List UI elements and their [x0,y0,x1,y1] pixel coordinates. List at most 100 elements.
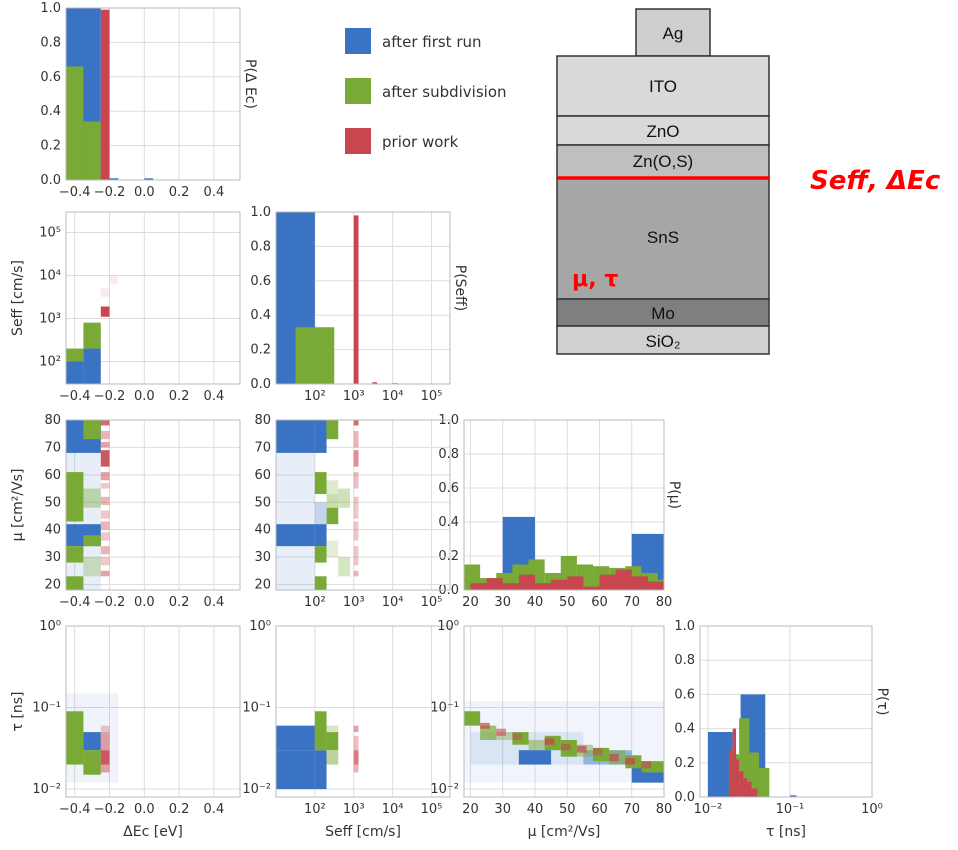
y-tick-label: 60 [44,468,61,483]
density-cell-prior-work [353,546,359,566]
density-cell-after-subdivision [83,488,101,508]
hist-bar-after-subdivision [66,66,84,180]
density-cell-prior-work [100,306,110,317]
density-cell-after-first-run [66,361,84,384]
hist-bar-prior-work [647,581,664,590]
x-tick-label: −0.2 [94,389,126,404]
density-cell-after-first-run [276,420,315,453]
y-tick-label: 30 [44,550,61,565]
y-tick-label: 10⁰ [39,619,61,634]
density-cell-prior-work [560,743,571,751]
density-cell-prior-work [512,733,523,740]
hist-bar-after-first-run [789,795,797,797]
y-tick-label: 10⁰ [249,619,271,634]
interface-params-label: Seff, ΔEc [810,166,941,196]
x-tick-label: 30 [494,595,511,610]
density-cell-prior-work [100,450,110,467]
density-cell-prior-work [480,722,490,729]
x-tick-label: 40 [527,802,544,817]
hist-bar-prior-work [728,749,733,797]
y-tick-label: 0.6 [250,274,271,289]
marginal-panel-mu: 20 30 40 50 60 70 800.00.20.40.60.81.0P(μ) [438,413,682,610]
y-tick-label: 10⁻² [32,782,61,797]
y-tick-label: 20 [44,578,61,593]
y-tick-label: 10⁻¹ [242,701,271,716]
x-tick-label: −0.4 [59,185,91,200]
density-cell-after-subdivision [326,725,339,733]
density-cell-prior-work [353,496,359,519]
x-tick-label: 10⁴ [382,595,404,610]
marginal-panel-tau: 10⁻² 10⁻¹ 10⁰ 0.0 0.2 0.4 0.6 0.8 1.0 P(τ) [674,619,890,817]
density-cell-after-subdivision [338,488,350,508]
x-tick-label: 40 [527,595,544,610]
x-tick-label: 50 [559,802,576,817]
density-cell-prior-work [100,510,110,519]
density-cell-after-subdivision [338,557,350,577]
density-cell-after-subdivision [314,576,327,590]
device-stack-diagram: Ag ITO ZnO Zn(O,S) SnS Mo SiO₂ μ, τ Seff… [556,8,941,355]
density-cell-after-subdivision [83,535,101,547]
density-cell-prior-work [100,288,110,297]
x-tick-label: 0.0 [134,389,155,404]
density-cell-after-first-run [83,348,101,384]
hist-bar-after-subdivision [314,327,335,384]
y-tick-label: 0.0 [40,173,61,188]
hist-bar-prior-work [615,569,632,590]
density-cell-after-first-run [83,732,101,751]
x-tick-label: 20 [462,595,479,610]
y-tick-label: 10⁻² [430,782,459,797]
x-tick-label: 0.2 [169,389,190,404]
y-tick-label: 10² [39,355,61,370]
x-tick-label: −0.4 [59,802,91,817]
density-cell-prior-work [353,725,359,733]
legend-label-after-subdivision: after subdivision [382,83,507,101]
x-tick-label: −0.2 [94,185,126,200]
density-cell-after-subdivision [314,546,327,563]
legend-label-after-first-run: after first run [382,33,482,51]
density-cell-prior-work [353,521,359,541]
y-tick-label: 0.8 [674,653,695,668]
joint-panel-mu-tau: 20 30 40 50 60 70 80 10⁻² 10⁻¹ 10⁰ [430,619,672,817]
y-tick-label: 20 [254,578,271,593]
hist-bar-prior-work [534,583,552,590]
x-tick-label: 60 [591,802,608,817]
legend-swatch-after-subdivision [345,78,371,104]
hist-bar-prior-work [583,586,600,590]
density-cell-prior-work [100,496,110,505]
density-cell-prior-work [100,732,110,751]
y-tick-label: 0.6 [674,687,695,702]
y-tick-label: 70 [44,440,61,455]
layer-label-mo: Mo [651,304,675,323]
y-tick-label: 70 [254,440,271,455]
density-cell-prior-work [609,753,619,762]
xlabel-tau: τ [ns] [766,824,806,840]
axes-frame [65,419,241,591]
hist-bar-prior-work [551,579,568,590]
x-tick-label: 10⁴ [382,802,404,817]
density-cell-prior-work [100,483,110,489]
density-cell-after-first-run [314,420,327,453]
joint-panel-seff-mu: 10² 10³ 10⁴ 10⁵ 20 30 40 50 60 70 80 [254,413,451,610]
density-cell-after-subdivision [83,322,101,349]
axes-frame [699,625,873,798]
joint-panel-seff-tau: 10² 10³ 10⁴ 10⁵ 10⁻² 10⁻¹ 10⁰ [242,619,451,817]
x-tick-label: 0.4 [204,185,225,200]
density-cell-after-subdivision [314,711,327,751]
y-tick-label: 1.0 [250,205,271,220]
density-cell-prior-work [100,546,110,555]
density-cell-prior-work [100,472,110,481]
density-cell-prior-work [100,430,110,440]
hist-bar-prior-work [567,576,584,590]
layer-zno [556,115,770,146]
joint-ylabel-mu: μ [cm²/Vs] [10,469,26,542]
joint-ylabel-tau: τ [ns] [10,692,26,732]
density-cell-prior-work [593,747,603,756]
plot-panels: −0.4 −0.2 0.0 0.2 0.40.00.20.40.60.81.0P(Δ E… [10,1,890,840]
legend-swatch-prior-work [345,128,371,154]
density-cell-after-subdivision [66,711,84,765]
axes-frame [65,7,241,181]
y-tick-label: 0.8 [250,239,271,254]
x-tick-label: 0.4 [204,389,225,404]
axes-frame [463,625,665,798]
